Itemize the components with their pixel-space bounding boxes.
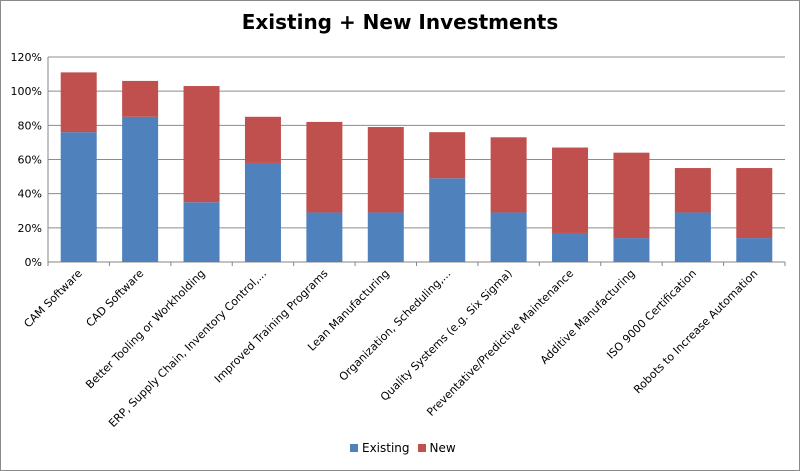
bar-existing: [183, 202, 220, 262]
y-tick-label: 60%: [18, 154, 42, 167]
bar-new: [674, 168, 711, 213]
bar-existing: [613, 238, 650, 262]
bar-new: [429, 132, 466, 179]
category-label: Quality Systems (e.g. Six Sigma): [378, 267, 515, 404]
bar-new: [183, 86, 220, 203]
legend: Existing New: [350, 441, 464, 455]
bar-existing: [244, 162, 281, 262]
category-label: CAM Software: [21, 267, 85, 331]
legend-item-new: New: [417, 441, 456, 455]
bar-new: [244, 116, 281, 163]
y-tick-label: 0%: [25, 256, 42, 269]
bar-new: [122, 80, 159, 117]
bar-new: [552, 147, 589, 233]
bar-existing: [306, 212, 343, 262]
legend-item-existing: Existing: [350, 441, 410, 455]
bar-existing: [60, 132, 97, 262]
bar-existing: [674, 212, 711, 262]
bar-existing: [122, 116, 159, 263]
legend-label-new: New: [429, 441, 456, 455]
bar-existing: [736, 238, 773, 262]
y-tick-label: 20%: [18, 222, 42, 235]
category-label: Organization, Scheduling,...: [337, 267, 454, 384]
bar-new: [367, 127, 404, 213]
y-tick-label: 80%: [18, 119, 42, 132]
y-tick-label: 40%: [18, 188, 42, 201]
legend-label-existing: Existing: [362, 441, 410, 455]
legend-swatch-new: [417, 444, 426, 452]
category-label: Better Tooling or Workholding: [83, 267, 207, 391]
bar-new: [613, 152, 650, 239]
bar-new: [490, 137, 527, 213]
bar-existing: [367, 212, 404, 262]
bar-existing: [552, 232, 589, 262]
category-label: CAD Software: [84, 267, 147, 330]
bar-new: [306, 121, 343, 213]
bar-new: [736, 168, 773, 239]
category-label: Robots to Increase Automation: [631, 267, 760, 396]
category-label: Improved Training Programs: [212, 267, 331, 386]
y-tick-label: 100%: [11, 85, 42, 98]
bar-existing: [429, 178, 466, 262]
legend-swatch-existing: [350, 444, 358, 452]
y-tick-label: 120%: [11, 51, 42, 64]
bar-new: [60, 72, 97, 133]
chart-title: Existing + New Investments: [241, 10, 559, 34]
bar-existing: [490, 212, 527, 262]
